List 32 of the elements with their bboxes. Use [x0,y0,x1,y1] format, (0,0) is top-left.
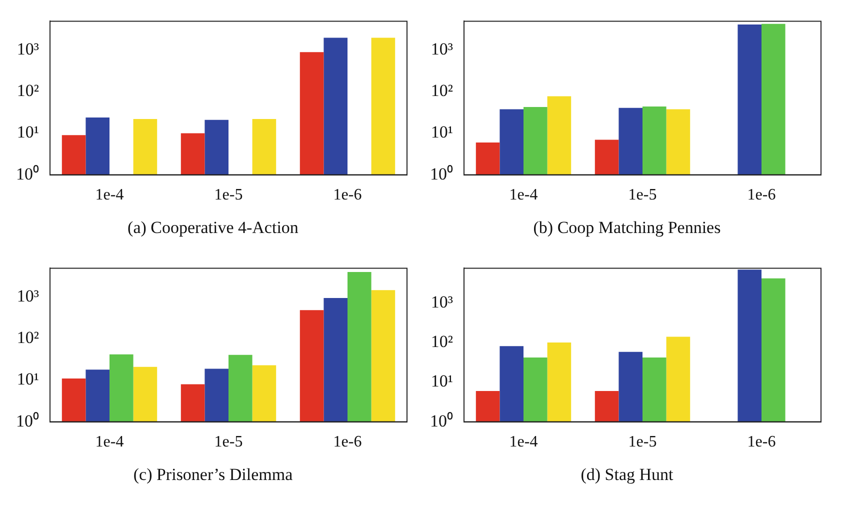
y-tick-label: 10³ [16,286,39,306]
y-tick-label: 10³ [430,40,453,59]
y-tick-label: 10² [16,328,39,348]
text: (a) Cooperative 4-Action [128,218,298,238]
text: (b) Coop Matching Pennies [533,218,721,238]
x-tick-label: 1e-6 [747,186,776,204]
y-tick-label: 10³ [16,40,39,59]
x-tick-label: 1e-6 [333,186,362,204]
x-tick-label: 1e-5 [628,434,657,451]
x-tick-label: 1e-6 [333,434,362,451]
y-tick-label: 10¹ [16,122,39,142]
x-tick-label: 1e-5 [214,186,243,204]
x-tick-label: 1e-5 [628,186,657,204]
x-tick-label: 1e-4 [509,434,538,451]
y-tick-label: 10² [430,332,453,351]
x-tick-label: 1e-4 [95,186,124,204]
x-tick-label: 1e-4 [509,186,538,204]
y-tick-label: 10² [430,81,453,100]
x-tick-label: 1e-5 [214,434,243,451]
y-tick-label: 10⁰ [16,411,39,430]
y-tick-label: 10⁰ [430,411,453,430]
y-tick-label: 10⁰ [16,164,39,184]
y-tick-label: 10³ [430,292,453,312]
x-tick-label: 1e-4 [95,434,124,451]
y-tick-label: 10⁰ [430,164,453,184]
x-tick-label: 1e-6 [747,434,776,451]
text: (d) Stag Hunt [580,465,674,485]
y-tick-label: 10¹ [16,370,39,389]
y-tick-label: 10¹ [430,122,453,142]
y-tick-label: 10² [16,81,39,100]
text: (c) Prisoner’s Dilemma [133,465,293,485]
y-tick-label: 10¹ [430,372,453,391]
